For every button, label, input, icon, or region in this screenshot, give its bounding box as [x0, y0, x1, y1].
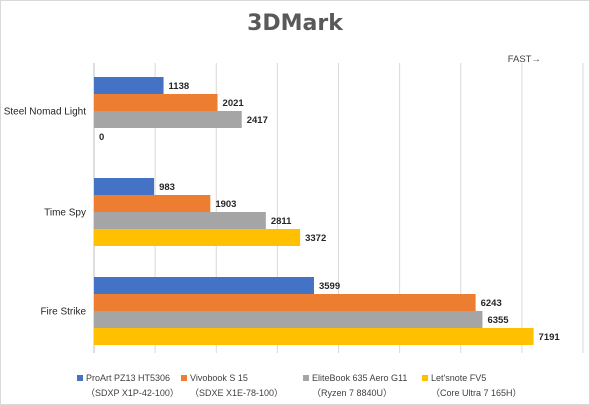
- legend-sublabel-0: （SDXP X1P-42-100）: [86, 388, 179, 398]
- value-label-0-2: 2417: [247, 115, 268, 126]
- legend-swatch-1: [181, 375, 187, 381]
- value-label-0-0: 1138: [169, 81, 190, 92]
- value-label-1-2: 2811: [271, 216, 292, 227]
- bar-0-2: [94, 111, 242, 128]
- legend-sublabel-1: （SDXE X1E-78-100）: [190, 388, 283, 398]
- legend-label-0: ProArt PZ13 HT5306: [86, 373, 170, 383]
- category-label-1: Time Spy: [44, 208, 86, 219]
- bar-0-1: [94, 94, 218, 111]
- value-label-1-0: 983: [159, 182, 175, 193]
- legend-sublabel-3: （Core Ultra 7 165H）: [431, 388, 522, 398]
- bar-1-3: [94, 229, 301, 246]
- bar-1-1: [94, 195, 211, 212]
- bar-2-0: [94, 277, 314, 294]
- legend-swatch-3: [422, 375, 428, 381]
- legend: ProArt PZ13 HT5306 （SDXP X1P-42-100） Vivob…: [77, 373, 522, 398]
- value-label-2-1: 6243: [481, 298, 502, 309]
- value-label-2-3: 7191: [539, 332, 561, 343]
- bar-2-3: [94, 328, 534, 345]
- legend-swatch-0: [77, 375, 83, 381]
- legend-label-2: EliteBook 635 Aero G11: [312, 373, 407, 383]
- bar-2-1: [94, 294, 476, 311]
- bar-2-2: [94, 311, 483, 328]
- value-label-1-3: 3372: [305, 233, 326, 244]
- value-label-2-2: 6355: [487, 315, 509, 326]
- category-labels: Steel Nomad Light Time Spy Fire Strike: [4, 107, 87, 318]
- legend-swatch-2: [303, 375, 309, 381]
- value-label-2-0: 3599: [319, 281, 340, 292]
- bars: [94, 77, 534, 345]
- legend-label-3: Let'snote FV5: [431, 373, 486, 383]
- fast-annotation: FAST→: [508, 54, 541, 65]
- value-label-0-3: 0: [99, 132, 104, 143]
- chart-title: 3DMark: [247, 11, 344, 36]
- bar-1-0: [94, 178, 155, 195]
- legend-label-1: Vivobook S 15: [190, 373, 248, 383]
- value-label-0-1: 2021: [223, 98, 245, 109]
- bar-1-2: [94, 212, 266, 229]
- value-label-1-1: 1903: [215, 199, 236, 210]
- category-label-0: Steel Nomad Light: [4, 107, 86, 118]
- bar-0-0: [94, 77, 164, 94]
- legend-sublabel-2: （Ryzen 7 8840U）: [312, 388, 392, 398]
- category-label-2: Fire Strike: [40, 307, 86, 318]
